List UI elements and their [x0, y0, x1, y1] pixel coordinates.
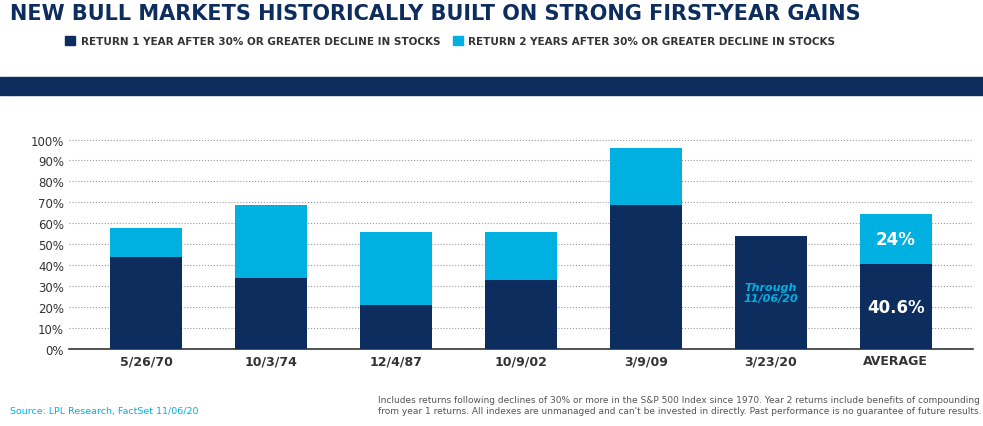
Bar: [485, 232, 557, 280]
Bar: [485, 280, 557, 349]
Bar: [110, 228, 183, 257]
Bar: [360, 232, 433, 305]
Bar: [235, 205, 308, 278]
Bar: [110, 257, 183, 349]
Text: NEW BULL MARKETS HISTORICALLY BUILT ON STRONG FIRST-YEAR GAINS: NEW BULL MARKETS HISTORICALLY BUILT ON S…: [10, 4, 860, 24]
Bar: [859, 265, 932, 349]
Text: 40.6%: 40.6%: [867, 298, 925, 316]
Bar: [859, 214, 932, 265]
Bar: [609, 205, 682, 349]
Text: Source: LPL Research, FactSet 11/06/20: Source: LPL Research, FactSet 11/06/20: [10, 406, 199, 415]
Bar: [360, 305, 433, 349]
Bar: [609, 149, 682, 205]
Text: Includes returns following declines of 30% or more in the S&P 500 Index since 19: Includes returns following declines of 3…: [378, 394, 982, 415]
Text: Through
11/06/20: Through 11/06/20: [743, 282, 798, 304]
Bar: [734, 236, 807, 349]
Text: 24%: 24%: [876, 230, 916, 248]
Bar: [235, 278, 308, 349]
Legend: RETURN 1 YEAR AFTER 30% OR GREATER DECLINE IN STOCKS, RETURN 2 YEARS AFTER 30% O: RETURN 1 YEAR AFTER 30% OR GREATER DECLI…: [65, 37, 836, 47]
